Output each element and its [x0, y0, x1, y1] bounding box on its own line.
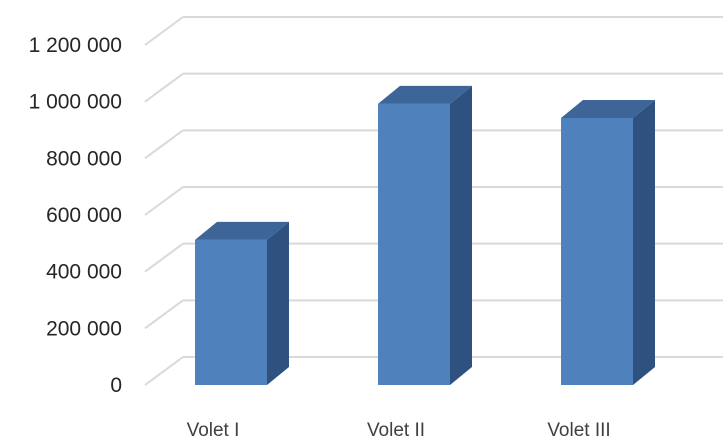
bar-1 [195, 221, 289, 385]
bar-2 [378, 85, 472, 385]
y-tick-label-0: 0 [110, 374, 122, 397]
x-category-label-2: Volet II [367, 420, 425, 441]
y-axis-tick-labels: 0 200 000 400 000 600 000 800 000 1 000 000 1 … [29, 34, 122, 397]
gridline-depth-4 [144, 129, 184, 160]
bar-side-1 [267, 221, 289, 385]
x-axis-category-labels: Volet I Volet II Volet III [187, 420, 611, 441]
bar-front-3 [561, 118, 633, 385]
bar-top-1 [195, 221, 289, 240]
y-tick-label-2: 400 000 [46, 261, 122, 284]
bar-front-1 [195, 239, 267, 385]
bar-top-3 [561, 100, 655, 118]
y-tick-label-4: 800 000 [46, 147, 122, 170]
y-tick-label-5: 1 000 000 [29, 91, 122, 114]
x-category-label-1: Volet I [187, 420, 240, 441]
gridline-depth-6 [144, 16, 184, 46]
bar-side-3 [633, 100, 655, 385]
gridline-depth-2 [144, 242, 184, 273]
gridline-depth-0 [144, 356, 184, 386]
bar-top-2 [378, 85, 472, 104]
y-tick-label-6: 1 200 000 [29, 34, 122, 57]
y-tick-label-3: 600 000 [46, 204, 122, 227]
bar-side-2 [450, 85, 472, 385]
gridline-depth-5 [144, 72, 184, 103]
bar-front-2 [378, 103, 450, 385]
y-tick-label-1: 200 000 [46, 317, 122, 340]
gridline-depth-1 [144, 299, 184, 330]
bars [195, 85, 655, 385]
bar-3 [561, 100, 655, 385]
x-category-label-3: Volet III [547, 420, 610, 441]
gridline-depth-3 [144, 186, 184, 216]
